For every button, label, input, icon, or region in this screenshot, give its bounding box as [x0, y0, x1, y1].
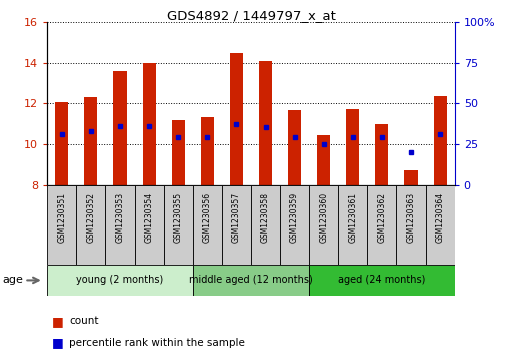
Bar	[143, 62, 155, 185]
Text: GSM1230353: GSM1230353	[115, 192, 124, 242]
Bar	[396, 185, 426, 265]
Text: GSM1230362: GSM1230362	[377, 192, 387, 242]
Bar	[346, 109, 359, 185]
Bar	[113, 71, 126, 185]
Bar	[433, 96, 447, 185]
Text: percentile rank within the sample: percentile rank within the sample	[69, 338, 245, 348]
Bar	[193, 265, 309, 296]
Bar	[222, 185, 251, 265]
Text: GSM1230354: GSM1230354	[145, 192, 153, 242]
Bar	[201, 117, 214, 185]
Bar	[135, 185, 164, 265]
Bar	[309, 185, 338, 265]
Bar	[55, 102, 69, 185]
Bar	[106, 185, 135, 265]
Text: young (2 months): young (2 months)	[76, 276, 164, 285]
Bar	[367, 185, 396, 265]
Text: aged (24 months): aged (24 months)	[338, 276, 426, 285]
Text: ■: ■	[52, 337, 64, 350]
Text: GSM1230355: GSM1230355	[174, 192, 183, 242]
Bar	[47, 185, 76, 265]
Bar	[193, 185, 222, 265]
Text: GSM1230363: GSM1230363	[406, 192, 416, 242]
Bar	[338, 185, 367, 265]
Text: GSM1230356: GSM1230356	[203, 192, 212, 242]
Bar	[259, 61, 272, 185]
Bar	[47, 265, 193, 296]
Text: GSM1230357: GSM1230357	[232, 192, 241, 242]
Bar	[309, 265, 455, 296]
Text: GSM1230359: GSM1230359	[290, 192, 299, 242]
Bar	[317, 135, 330, 185]
Bar	[172, 120, 185, 185]
Text: middle aged (12 months): middle aged (12 months)	[189, 276, 313, 285]
Bar	[280, 185, 309, 265]
Bar	[76, 185, 106, 265]
Text: GSM1230364: GSM1230364	[435, 192, 444, 242]
Bar	[404, 170, 418, 185]
Text: GSM1230360: GSM1230360	[319, 192, 328, 242]
Text: age: age	[3, 276, 23, 285]
Text: GSM1230358: GSM1230358	[261, 192, 270, 242]
Text: GSM1230351: GSM1230351	[57, 192, 67, 242]
Bar	[164, 185, 193, 265]
Text: GSM1230352: GSM1230352	[86, 192, 96, 242]
Bar	[288, 110, 301, 185]
Bar	[251, 185, 280, 265]
Bar	[426, 185, 455, 265]
Text: GSM1230361: GSM1230361	[348, 192, 357, 242]
Bar	[84, 97, 98, 185]
Bar	[230, 53, 243, 185]
Text: count: count	[69, 316, 99, 326]
Bar	[375, 124, 389, 185]
Text: GDS4892 / 1449797_x_at: GDS4892 / 1449797_x_at	[167, 9, 335, 22]
Text: ■: ■	[52, 315, 64, 328]
